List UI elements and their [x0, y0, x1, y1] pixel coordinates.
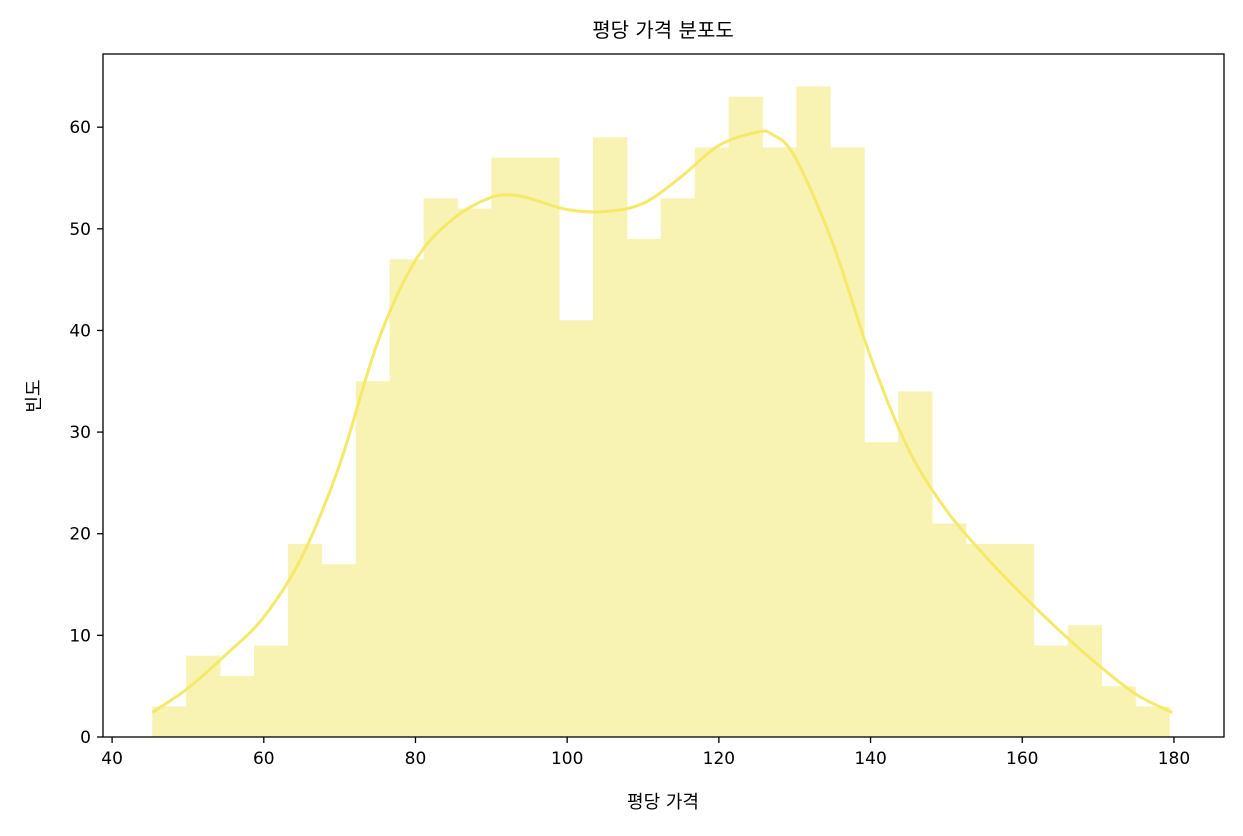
y-tick-label: 60	[69, 118, 91, 138]
histogram-bar	[660, 198, 696, 737]
histogram-bar	[593, 137, 628, 737]
x-tick-label: 60	[253, 749, 275, 769]
x-tick-label: 160	[1006, 749, 1038, 769]
kde-line	[151, 129, 1174, 714]
x-tick-label: 100	[551, 749, 583, 769]
x-tick-label: 140	[854, 749, 886, 769]
histogram-bar	[525, 157, 560, 737]
y-tick-label: 30	[69, 423, 91, 443]
histogram-bar	[898, 391, 933, 737]
x-axis-ticks: 40 60 80 100 120 140 160 180	[101, 737, 1190, 769]
y-tick-label: 50	[69, 220, 91, 240]
histogram-bar	[830, 147, 865, 737]
plot-frame	[102, 53, 1225, 738]
histogram-bar	[254, 645, 289, 737]
x-tick-label: 40	[101, 749, 123, 769]
histogram-bar	[762, 147, 797, 737]
histogram-bar	[220, 676, 255, 737]
histogram-bar	[491, 157, 526, 737]
histogram-bar	[321, 564, 357, 737]
x-tick-label: 120	[703, 749, 735, 769]
histogram-bar	[1101, 686, 1136, 737]
y-tick-label: 40	[69, 321, 91, 341]
histogram-bars	[152, 86, 1170, 738]
histogram-bar	[186, 655, 221, 737]
histogram-bar	[423, 198, 458, 737]
histogram-bar	[355, 381, 391, 737]
y-tick-label: 20	[69, 525, 91, 545]
x-tick-label: 180	[1158, 749, 1190, 769]
histogram-bar	[965, 543, 1001, 737]
histogram-bar	[999, 543, 1035, 737]
histogram-bar	[694, 147, 730, 737]
histogram-bar	[457, 208, 492, 737]
histogram-bar	[1135, 706, 1170, 737]
y-tick-label: 10	[69, 626, 91, 646]
histogram-bar	[559, 320, 594, 737]
histogram-bar	[728, 96, 763, 737]
y-tick-label: 0	[80, 728, 91, 748]
y-axis-ticks: 0 10 20 30 40 50 60	[69, 118, 103, 748]
histogram-bar	[864, 442, 899, 737]
y-axis-label: 빈도	[24, 379, 45, 412]
histogram-bar	[1033, 645, 1069, 737]
chart-title: 평당 가격 분포도	[592, 18, 734, 42]
histogram-bar	[287, 543, 323, 737]
histogram-bar	[796, 86, 831, 738]
histogram-bar	[152, 706, 187, 737]
histogram-bar	[389, 259, 424, 737]
x-tick-label: 80	[405, 749, 427, 769]
x-axis-label: 평당 가격	[627, 792, 699, 813]
histogram-bar	[932, 523, 967, 737]
histogram-bar	[626, 238, 662, 737]
